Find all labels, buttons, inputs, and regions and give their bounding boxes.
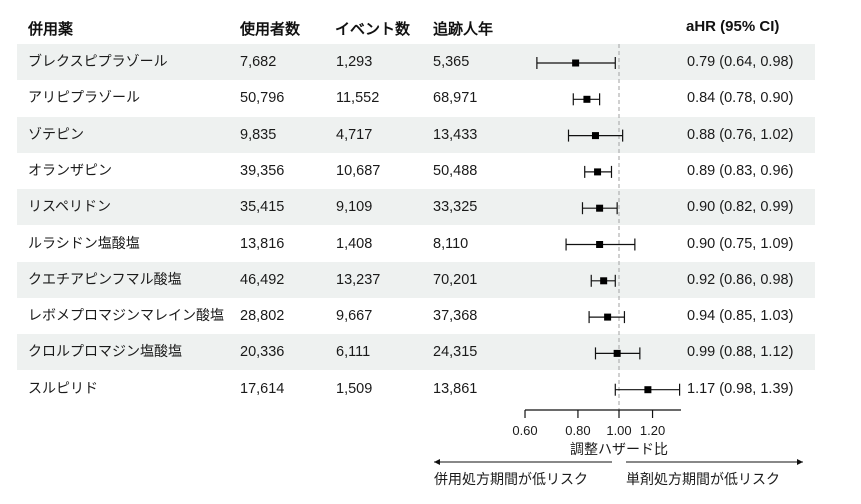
table-row: ゾテピン 9,835 4,717 13,433 0.88 (0.76, 1.02)	[17, 116, 815, 153]
ahr-value: 0.99 (0.88, 1.12)	[687, 344, 794, 361]
header-person-years: 追跡人年	[433, 20, 494, 38]
person-years: 13,861	[433, 380, 478, 397]
header-ahr: aHR (95% CI)	[686, 18, 780, 35]
drug-name: リスペリドン	[28, 199, 112, 216]
events-count: 11,552	[336, 90, 380, 107]
hr-marker	[644, 386, 652, 394]
drug-name: レボメプロマジンマレイン酸塩	[28, 308, 224, 325]
person-years: 50,488	[433, 162, 478, 179]
hr-marker	[583, 95, 591, 103]
ahr-value: 0.90 (0.82, 0.99)	[687, 199, 794, 216]
header-users: 使用者数	[240, 20, 301, 38]
ahr-value: 0.88 (0.76, 1.02)	[687, 126, 794, 143]
ahr-value: 0.90 (0.75, 1.09)	[687, 235, 794, 252]
drug-name: ゾテピン	[28, 126, 84, 143]
table-row: ルラシドン塩酸塩 13,816 1,408 8,110 0.90 (0.75, 1.09…	[17, 226, 815, 262]
table-row: オランザピン 39,356 10,687 50,488 0.89 (0.83, 0.96…	[17, 153, 815, 189]
events-count: 1,408	[336, 235, 373, 252]
ahr-value: 0.94 (0.85, 1.03)	[687, 308, 794, 325]
header-drug: 併用薬	[28, 20, 74, 38]
drug-name: アリピプラゾール	[28, 90, 140, 107]
table-row: クエチアピンフマル酸塩 46,492 13,237 70,201 0.92 (0.86,…	[17, 261, 815, 298]
users-count: 17,614	[240, 380, 285, 397]
drug-name: クロルプロマジン塩酸塩	[28, 344, 182, 361]
users-count: 35,415	[240, 199, 285, 216]
events-count: 4,717	[336, 126, 373, 143]
events-count: 6,111	[336, 344, 371, 361]
x-axis-title: 調整ハザード比	[570, 442, 668, 458]
ahr-value: 1.17 (0.98, 1.39)	[687, 380, 794, 397]
table-row: アリピプラゾール 50,796 11,552 68,971 0.84 (0.78, 0.…	[17, 80, 815, 116]
header-events: イベント数	[335, 20, 411, 38]
hr-marker	[596, 241, 604, 248]
drug-name: ルラシドン塩酸塩	[28, 235, 140, 252]
x-tick-label: 0.60	[512, 423, 537, 438]
person-years: 13,433	[433, 126, 478, 143]
table-row: ブレクスピプラゾール 7,682 1,293 5,365 0.79 (0.64, 0.9…	[17, 44, 815, 80]
users-count: 9,835	[240, 126, 277, 143]
ahr-value: 0.84 (0.78, 0.90)	[687, 90, 794, 107]
events-count: 9,109	[336, 199, 373, 216]
hr-marker	[596, 204, 604, 212]
users-count: 13,816	[240, 235, 285, 252]
person-years: 24,315	[433, 344, 478, 361]
events-count: 13,237	[336, 271, 381, 288]
x-tick-label: 0.80	[565, 423, 590, 438]
drug-name: スルピリド	[28, 380, 98, 397]
table-row: クロルプロマジン塩酸塩 20,336 6,111 24,315 0.99 (0.88, …	[17, 334, 815, 371]
table-row: スルピリド 17,614 1,509 13,861 1.17 (0.98, 1.39)	[17, 371, 815, 407]
drug-name: ブレクスピプラゾール	[28, 54, 168, 70]
x-tick-label: 1.20	[640, 423, 665, 438]
users-count: 20,336	[240, 344, 285, 361]
x-tick-label: 1.00	[606, 423, 631, 438]
drug-name: クエチアピンフマル酸塩	[28, 271, 182, 288]
events-count: 10,687	[336, 162, 381, 179]
ahr-value: 0.79 (0.64, 0.98)	[687, 54, 794, 70]
table-row: リスペリドン 35,415 9,109 33,325 0.90 (0.82, 0.99)	[17, 189, 815, 226]
events-count: 1,293	[336, 54, 373, 70]
person-years: 37,368	[433, 308, 478, 325]
person-years: 8,110	[433, 235, 469, 252]
users-count: 39,356	[240, 162, 285, 179]
person-years: 68,971	[433, 90, 478, 107]
hr-marker	[572, 59, 580, 67]
person-years: 33,325	[433, 199, 478, 216]
events-count: 9,667	[336, 308, 373, 325]
left-arrow-head	[434, 459, 440, 465]
hr-marker	[594, 168, 602, 176]
right-direction-label: 単剤処方期間が低リスク	[626, 472, 780, 488]
users-count: 50,796	[240, 90, 285, 107]
hr-marker	[604, 313, 612, 321]
table-row: レボメプロマジンマレイン酸塩 28,802 9,667 37,368 0.94 (0.8…	[17, 298, 815, 334]
users-count: 28,802	[240, 308, 285, 325]
ahr-value: 0.92 (0.86, 0.98)	[687, 271, 794, 288]
users-count: 46,492	[240, 271, 285, 288]
hr-marker	[613, 349, 621, 357]
events-count: 1,509	[336, 380, 373, 397]
users-count: 7,682	[240, 54, 277, 70]
hr-marker	[600, 277, 608, 285]
person-years: 70,201	[433, 271, 478, 288]
hr-marker	[591, 132, 599, 140]
right-arrow-head	[797, 459, 803, 465]
person-years: 5,365	[433, 54, 470, 70]
left-direction-label: 併用処方期間が低リスク	[434, 472, 588, 488]
ahr-value: 0.89 (0.83, 0.96)	[687, 162, 794, 179]
drug-name: オランザピン	[28, 162, 112, 179]
